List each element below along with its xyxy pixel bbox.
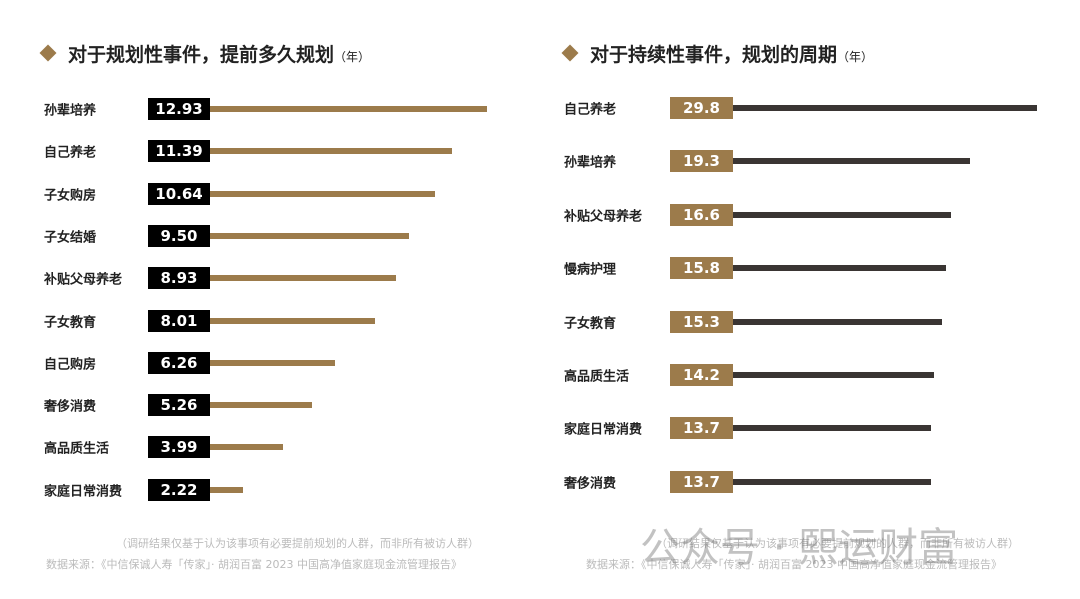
bar: [728, 425, 931, 432]
category-label: 奢侈消费: [44, 399, 97, 415]
bar: [205, 232, 409, 239]
category-label: 自己购房: [44, 357, 97, 373]
value-label: 10.64: [148, 182, 210, 205]
value-label: 16.6: [670, 203, 733, 226]
category-label: 自己养老: [564, 102, 617, 118]
category-label: 高品质生活: [44, 441, 110, 457]
title-text: 对于规划性事件，提前多久规划: [68, 44, 335, 66]
category-label: 奢侈消费: [564, 476, 617, 492]
value-label: 5.26: [148, 394, 210, 417]
title-text: 对于持续性事件，规划的周期: [590, 44, 838, 66]
right-chart-title: 对于持续性事件，规划的周期（年）: [561, 40, 874, 67]
category-label: 高品质生活: [564, 369, 630, 385]
value-label: 12.93: [148, 98, 210, 120]
bar: [728, 372, 935, 378]
diamond-icon: [561, 44, 579, 62]
value-label: 14.2: [670, 364, 733, 386]
category-label: 补贴父母养老: [564, 209, 643, 225]
diamond-icon: [39, 44, 57, 62]
value-label: 8.01: [148, 309, 210, 332]
bar: [205, 359, 335, 366]
category-label: 补贴父母养老: [44, 272, 123, 288]
category-label: 孙辈培养: [44, 103, 97, 119]
bar: [728, 265, 946, 272]
value-label: 13.7: [670, 417, 733, 440]
bar: [205, 148, 452, 155]
bar: [728, 158, 971, 165]
category-label: 子女购房: [44, 188, 97, 204]
bar: [205, 317, 375, 324]
bar: [728, 211, 952, 218]
value-label: 6.26: [148, 351, 210, 374]
category-label: 子女结婚: [44, 230, 97, 246]
value-label: 15.3: [670, 310, 733, 333]
unit-text: （年）: [837, 50, 874, 64]
bar: [728, 478, 931, 485]
value-label: 15.8: [670, 257, 733, 280]
category-label: 子女教育: [44, 315, 97, 330]
watermark: 公众号 · 熙运财富: [640, 525, 959, 571]
bar: [205, 486, 243, 493]
bar: [728, 105, 1037, 111]
value-label: 2.22: [148, 478, 210, 501]
category-label: 慢病护理: [564, 262, 617, 278]
category-label: 孙辈培养: [564, 155, 617, 171]
bar: [205, 106, 487, 112]
bar: [728, 318, 943, 325]
bar: [205, 402, 313, 409]
right-note: （调研结果仅基于认为该事项有必要提前规划的人群，而非所有被访人群）: [656, 537, 1019, 550]
right-source: 数据来源：《中信保诚人寿「传家」· 胡润百富 2023 中国高净值家庭现金流管理…: [586, 558, 1002, 571]
category-label: 自己养老: [44, 145, 97, 161]
left-chart-title: 对于规划性事件，提前多久规划（年）: [39, 40, 371, 67]
value-label: 29.8: [670, 97, 733, 119]
left-note: （调研结果仅基于认为该事项有必要提前规划的人群，而非所有被访人群）: [116, 537, 479, 550]
category-label: 家庭日常消费: [44, 484, 123, 500]
category-label: 家庭日常消费: [564, 422, 643, 438]
left-source: 数据来源：《中信保诚人寿「传家」· 胡润百富 2023 中国高净值家庭现金流管理…: [46, 558, 462, 571]
category-label: 子女教育: [564, 316, 617, 332]
bar: [205, 190, 435, 197]
value-label: 9.50: [148, 224, 210, 247]
value-label: 8.93: [148, 267, 210, 290]
bar: [205, 275, 396, 282]
value-label: 11.39: [148, 140, 210, 163]
bar: [205, 444, 284, 451]
value-label: 13.7: [670, 470, 733, 493]
unit-text: （年）: [334, 50, 371, 64]
value-label: 3.99: [148, 436, 210, 459]
value-label: 19.3: [670, 150, 733, 173]
